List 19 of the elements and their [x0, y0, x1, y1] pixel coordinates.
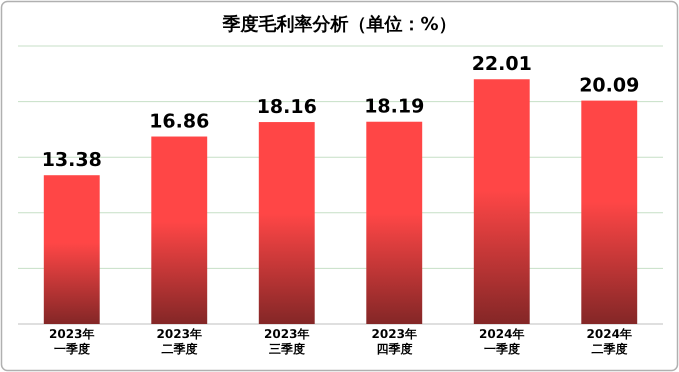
bar	[581, 100, 638, 324]
data-label: 13.38	[42, 149, 102, 172]
x-tick-label: 2023年二季度	[156, 327, 203, 357]
data-label: 16.86	[149, 110, 210, 133]
bar	[474, 79, 530, 324]
x-tick-label: 2023年一季度	[48, 327, 96, 357]
x-tick-label: 2023年四季度	[370, 327, 418, 357]
x-tick-label: 2023年三季度	[263, 327, 310, 357]
x-tick-label: 2024年一季度	[478, 327, 526, 357]
x-tick-label: 2024年二季度	[586, 327, 633, 357]
data-label: 22.01	[472, 53, 532, 76]
bar	[258, 122, 315, 324]
bar	[44, 175, 100, 324]
bar	[366, 122, 422, 324]
data-label: 18.19	[364, 96, 424, 118]
data-label: 20.09	[579, 74, 640, 97]
bar	[151, 136, 208, 324]
data-label: 18.16	[256, 96, 317, 118]
chart-title: 季度毛利率分析（单位：%）	[221, 14, 457, 35]
